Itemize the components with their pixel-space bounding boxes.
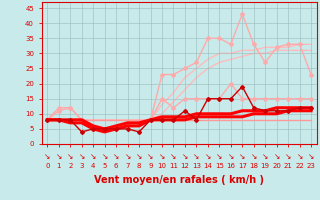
Text: ↘: ↘ — [136, 152, 142, 161]
Text: 4: 4 — [91, 163, 95, 169]
Text: ↘: ↘ — [285, 152, 291, 161]
Text: 3: 3 — [79, 163, 84, 169]
Text: 18: 18 — [249, 163, 258, 169]
Text: 7: 7 — [125, 163, 130, 169]
Text: 0: 0 — [45, 163, 50, 169]
Text: ↘: ↘ — [274, 152, 280, 161]
Text: 8: 8 — [137, 163, 141, 169]
Text: ↘: ↘ — [216, 152, 222, 161]
Text: ↘: ↘ — [239, 152, 245, 161]
Text: 10: 10 — [157, 163, 166, 169]
Text: ↘: ↘ — [159, 152, 165, 161]
Text: 16: 16 — [226, 163, 235, 169]
Text: 13: 13 — [192, 163, 201, 169]
Text: ↘: ↘ — [78, 152, 85, 161]
Text: 6: 6 — [114, 163, 118, 169]
Text: 19: 19 — [261, 163, 270, 169]
Text: ↘: ↘ — [90, 152, 96, 161]
Text: ↘: ↘ — [262, 152, 268, 161]
Text: 17: 17 — [238, 163, 247, 169]
Text: 22: 22 — [295, 163, 304, 169]
Text: 12: 12 — [180, 163, 189, 169]
Text: 20: 20 — [272, 163, 281, 169]
Text: ↘: ↘ — [251, 152, 257, 161]
Text: 23: 23 — [307, 163, 316, 169]
Text: ↘: ↘ — [296, 152, 303, 161]
Text: 15: 15 — [215, 163, 224, 169]
X-axis label: Vent moyen/en rafales ( km/h ): Vent moyen/en rafales ( km/h ) — [94, 175, 264, 185]
Text: ↘: ↘ — [56, 152, 62, 161]
Text: 14: 14 — [204, 163, 212, 169]
Text: ↘: ↘ — [67, 152, 74, 161]
Text: ↘: ↘ — [124, 152, 131, 161]
Text: ↘: ↘ — [228, 152, 234, 161]
Text: ↘: ↘ — [193, 152, 200, 161]
Text: 2: 2 — [68, 163, 72, 169]
Text: 5: 5 — [102, 163, 107, 169]
Text: ↘: ↘ — [308, 152, 314, 161]
Text: 11: 11 — [169, 163, 178, 169]
Text: ↘: ↘ — [170, 152, 177, 161]
Text: ↘: ↘ — [113, 152, 119, 161]
Text: 21: 21 — [284, 163, 292, 169]
Text: ↘: ↘ — [147, 152, 154, 161]
Text: 9: 9 — [148, 163, 153, 169]
Text: ↘: ↘ — [182, 152, 188, 161]
Text: ↘: ↘ — [205, 152, 211, 161]
Text: 1: 1 — [57, 163, 61, 169]
Text: ↘: ↘ — [101, 152, 108, 161]
Text: ↘: ↘ — [44, 152, 51, 161]
